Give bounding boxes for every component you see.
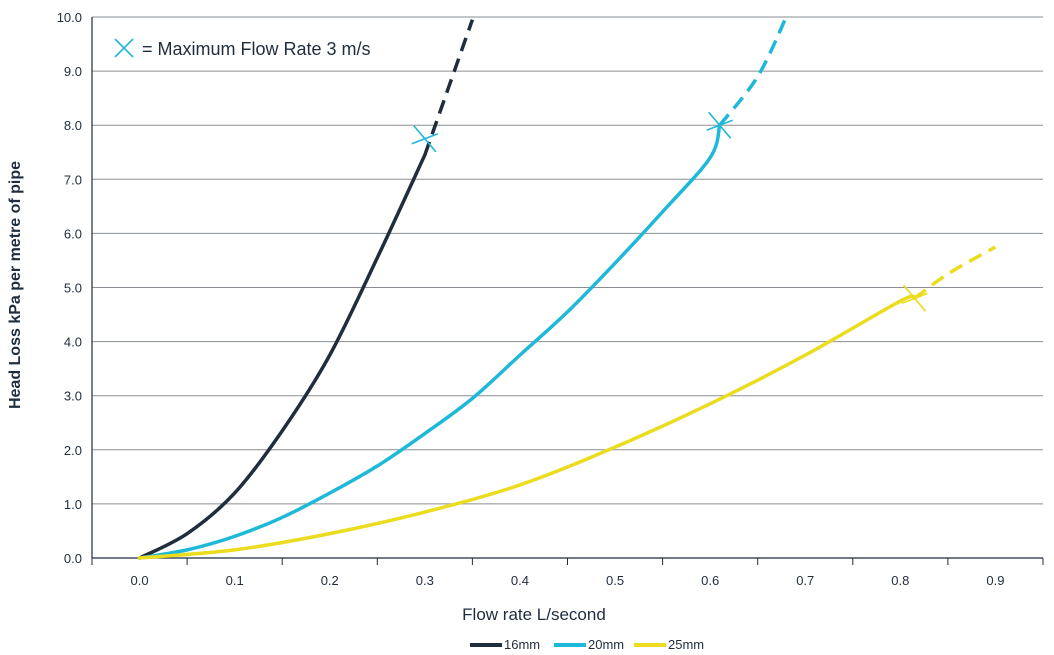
y-axis-title: Head Loss kPa per metre of pipe: [7, 161, 24, 409]
y-tick-label-2: 2.0: [64, 443, 82, 458]
series-dashed-16mm: [423, 19, 475, 156]
y-tick-label-3: 3.0: [64, 389, 82, 404]
x-tick-label-8: 0.8: [891, 573, 909, 588]
max-flow-markers: [411, 111, 928, 312]
axes: 0.0 1.0 2.0 3.0 4.0 5.0 6.0 7.0 8.0 9.0 10.0 0.0 0.1…: [57, 10, 1044, 588]
x-tick-label-4: 0.4: [511, 573, 529, 588]
x-tick-label-5: 0.5: [606, 573, 624, 588]
y-tick-label-5: 5.0: [64, 281, 82, 296]
series-dashed-25mm: [913, 245, 997, 300]
x-tick-label-0: 0.0: [131, 573, 149, 588]
legend: 16mm 20mm 25mm: [470, 637, 704, 652]
annotation-marker-icon-b: [114, 38, 134, 58]
series-line-25mm: [137, 294, 917, 560]
max-flow-marker-20mm-b: [706, 119, 733, 131]
annotation: = Maximum Flow Rate 3 m/s: [114, 38, 371, 59]
gridlines: [92, 16, 1043, 559]
max-flow-marker-25mm-b: [901, 292, 928, 305]
y-tick-label-1: 1.0: [64, 497, 82, 512]
legend-label-16mm: 16mm: [504, 637, 540, 652]
max-flow-marker-16mm-b: [411, 132, 439, 145]
series-line-20mm: [137, 123, 722, 560]
y-tick-label-9: 9.0: [64, 64, 82, 79]
y-tick-label-8: 8.0: [64, 118, 82, 133]
y-tick-label-0: 0.0: [64, 551, 82, 566]
legend-label-25mm: 25mm: [668, 637, 704, 652]
series-lines: [137, 16, 997, 560]
x-axis-title: Flow rate L/second: [462, 605, 606, 624]
x-tick-label-7: 0.7: [796, 573, 814, 588]
y-tick-label-10: 10.0: [57, 10, 82, 25]
y-tick-label-4: 4.0: [64, 335, 82, 350]
series-dashed-20mm: [718, 16, 788, 127]
x-tick-label-3: 0.3: [416, 573, 434, 588]
x-tick-label-1: 0.1: [226, 573, 244, 588]
legend-label-20mm: 20mm: [588, 637, 624, 652]
series-line-16mm: [137, 153, 427, 560]
x-tick-label-9: 0.9: [986, 573, 1004, 588]
y-tick-label-6: 6.0: [64, 226, 82, 241]
x-tick-label-6: 0.6: [701, 573, 719, 588]
axis-labels: Flow rate L/second Head Loss kPa per met…: [7, 161, 606, 624]
x-tick-label-2: 0.2: [321, 573, 339, 588]
y-tick-label-7: 7.0: [64, 172, 82, 187]
annotation-label: = Maximum Flow Rate 3 m/s: [142, 39, 371, 59]
